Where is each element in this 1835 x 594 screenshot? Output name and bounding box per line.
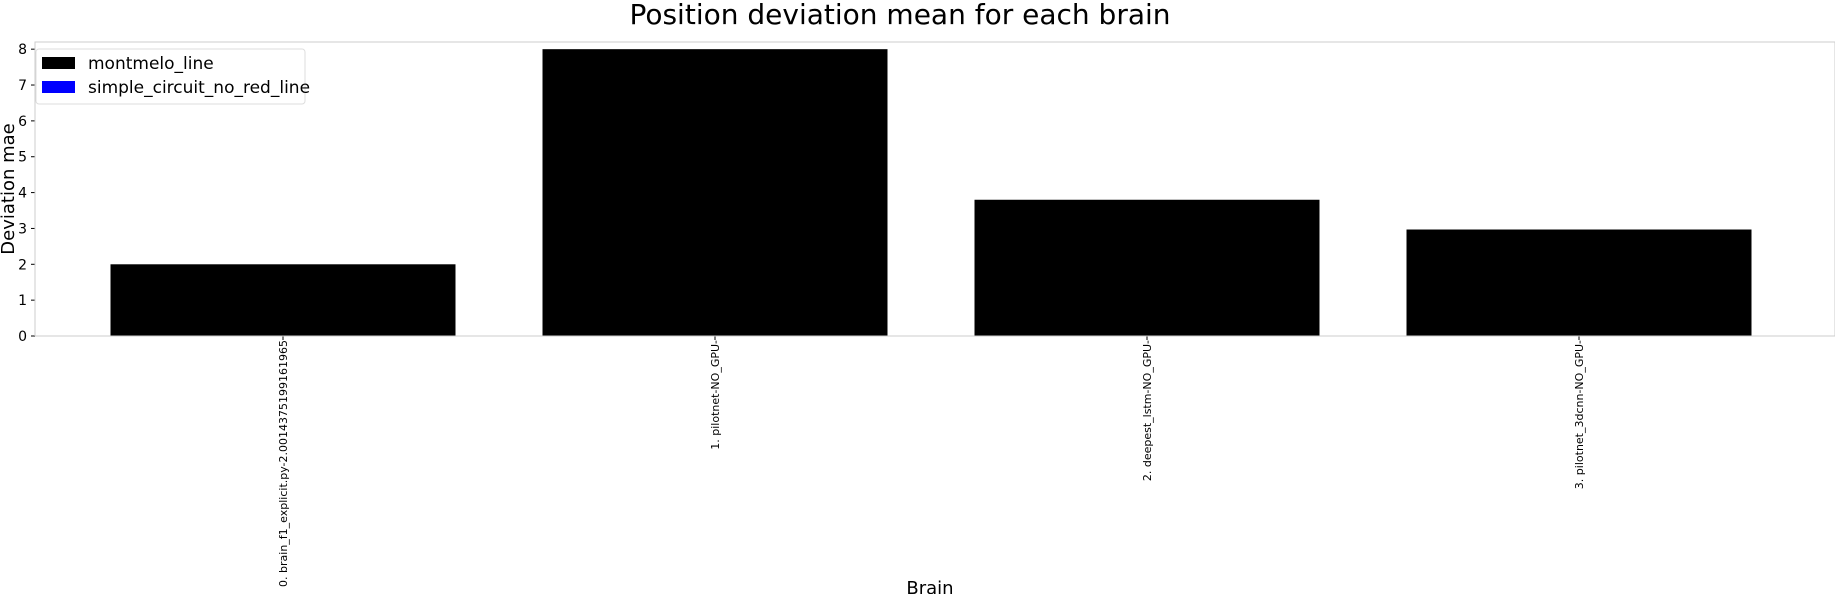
y-tick-label: 5 bbox=[18, 150, 27, 166]
y-tick-label: 0 bbox=[18, 329, 27, 345]
bars-group bbox=[110, 49, 1752, 337]
legend-swatch-montmelo bbox=[42, 57, 75, 69]
y-tick-label: 8 bbox=[18, 42, 27, 58]
y-axis-label: Deviation mae bbox=[0, 123, 19, 254]
legend-label-montmelo: montmelo_line bbox=[88, 54, 214, 74]
bar-montmelo_line-1 bbox=[542, 49, 888, 337]
y-tick-label: 6 bbox=[18, 114, 27, 130]
x-tick-label: 2. deepest_lstm-NO_GPU- bbox=[1141, 340, 1154, 481]
y-tick-label: 1 bbox=[18, 293, 27, 309]
y-axis-ticks: 0 1 2 3 4 5 6 7 8 bbox=[18, 42, 35, 345]
y-tick-label: 2 bbox=[18, 257, 27, 273]
y-tick-label: 7 bbox=[18, 78, 27, 94]
x-tick-label: 0. brain_f1_explicit.py-2.00143751991619… bbox=[277, 340, 290, 587]
y-tick-label: 4 bbox=[18, 186, 27, 202]
bar-montmelo_line-3 bbox=[1406, 229, 1752, 336]
y-tick-label: 3 bbox=[18, 221, 27, 237]
x-tick-label: 3. pilotnet_3dcnn-NO_GPU- bbox=[1573, 340, 1586, 489]
legend-box bbox=[35, 48, 306, 105]
x-axis-label: Brain bbox=[906, 578, 953, 594]
chart-title: Position deviation mean for each brain bbox=[629, 0, 1170, 31]
legend: montmelo_line simple_circuit_no_red_line bbox=[35, 48, 310, 105]
x-tick-label: 1. pilotnet-NO_GPU- bbox=[709, 340, 722, 450]
x-axis-ticks: 0. brain_f1_explicit.py-2.00143751991619… bbox=[277, 336, 1586, 587]
legend-swatch-simple-circuit bbox=[42, 81, 75, 93]
legend-label-simple-circuit: simple_circuit_no_red_line bbox=[88, 78, 310, 98]
bar-montmelo_line-2 bbox=[974, 199, 1320, 336]
bar-montmelo_line-0 bbox=[110, 264, 456, 336]
